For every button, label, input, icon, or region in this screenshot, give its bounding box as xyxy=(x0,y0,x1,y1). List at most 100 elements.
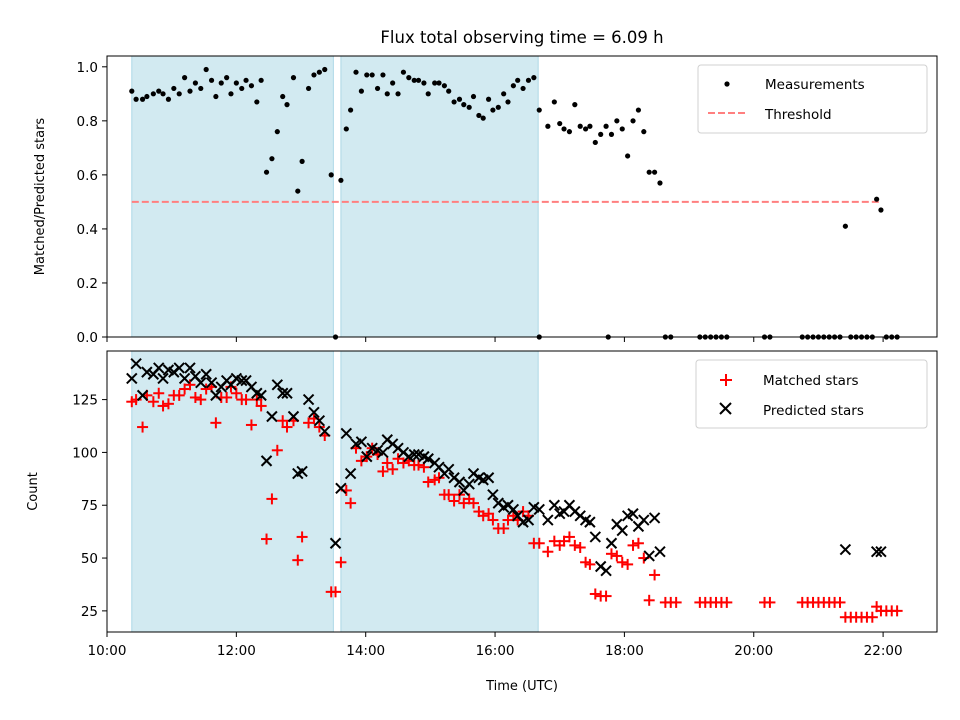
top-legend-frame xyxy=(697,64,928,134)
bottom-axes-frame xyxy=(106,350,938,633)
measurement-point xyxy=(531,75,537,81)
matched-point xyxy=(271,444,283,456)
measurement-point xyxy=(165,96,172,102)
predicted-point-b xyxy=(473,472,485,484)
matched-point xyxy=(345,497,357,509)
matched-point xyxy=(261,533,273,545)
measurement-point xyxy=(592,139,598,146)
measurement-point xyxy=(284,102,290,108)
predicted-point-b xyxy=(308,406,320,418)
predicted-point-b xyxy=(648,512,661,524)
measurement-point xyxy=(878,207,884,213)
measurement-point xyxy=(156,88,162,94)
predicted-point-b xyxy=(579,514,592,526)
x-axis-label: Time (UTC) xyxy=(485,679,558,694)
predicted-point-b xyxy=(507,503,520,516)
measurement-point xyxy=(133,96,139,102)
measurement-point xyxy=(641,129,647,135)
bottom-x-ticks: 10:00 12:00 14:00 16:00 18:00 20:00 22:00 xyxy=(88,632,903,659)
measurement-point xyxy=(395,91,401,97)
measurement-point xyxy=(243,77,249,83)
matched-point xyxy=(627,539,639,551)
y-tick-label: 50 xyxy=(81,551,98,567)
predicted-point-b xyxy=(638,514,650,526)
measurement-point xyxy=(657,180,663,186)
matched-point xyxy=(477,510,489,522)
predicted-point xyxy=(184,362,196,374)
predicted-point xyxy=(157,372,169,385)
predicted-point xyxy=(507,503,520,516)
predicted-point-b xyxy=(296,465,308,478)
measurement-point xyxy=(461,102,467,108)
predicted-point-b xyxy=(319,425,331,437)
y-tick-label: 1.0 xyxy=(77,60,98,76)
matched-point xyxy=(184,379,196,391)
top-shaded-intervals xyxy=(131,55,539,338)
measurement-point xyxy=(874,196,880,202)
measurement-point xyxy=(436,80,442,86)
top-axes-frame xyxy=(106,55,938,338)
measurement-point xyxy=(625,153,631,159)
y-tick-label: 0.6 xyxy=(77,168,98,184)
predicted-point xyxy=(442,463,455,476)
predicted-point-b xyxy=(230,372,243,385)
predicted-point xyxy=(308,406,320,418)
measurement-point xyxy=(619,126,625,132)
measurement-point xyxy=(635,107,642,113)
measurement-point xyxy=(476,112,482,119)
shaded-interval xyxy=(131,350,334,633)
predicted-point xyxy=(173,362,185,374)
measurement-point xyxy=(495,104,501,110)
measurement-point xyxy=(364,72,370,78)
predicted-point-b xyxy=(433,461,445,473)
predicted-point-b xyxy=(210,389,222,402)
predicted-point-b xyxy=(522,514,535,526)
matched-point xyxy=(137,421,149,433)
measurement-point xyxy=(572,102,578,108)
predicted-point xyxy=(340,427,353,440)
predicted-point xyxy=(453,476,466,488)
measurement-point xyxy=(425,91,431,97)
measurement-point xyxy=(353,69,359,75)
matched-point xyxy=(225,381,237,393)
predicted-point-b xyxy=(141,366,153,378)
y-tick-label: 0.8 xyxy=(77,114,98,130)
matched-point xyxy=(221,391,233,403)
matched-point xyxy=(891,605,903,617)
predicted-point xyxy=(482,472,495,484)
matched-point xyxy=(589,588,601,600)
predicted-point-b xyxy=(329,537,342,549)
measurement-point xyxy=(470,93,477,100)
matched-point xyxy=(600,590,612,602)
bottom-panel: 10:00 12:00 14:00 16:00 18:00 20:00 22:00 25 50… xyxy=(26,350,938,694)
predicted-point-b xyxy=(200,368,212,380)
measurement-point xyxy=(587,123,593,129)
matched-point xyxy=(387,463,399,475)
predicted-point xyxy=(487,488,499,501)
measurement-point xyxy=(218,80,224,86)
predicted-point-b xyxy=(335,482,347,495)
matched-point xyxy=(533,537,545,549)
predicted-point-b xyxy=(162,364,175,376)
matched-point xyxy=(721,596,733,608)
predicted-point-b xyxy=(236,374,248,387)
matched-point xyxy=(240,394,252,406)
predicted-point-b xyxy=(287,410,300,423)
measurement-point xyxy=(561,126,567,132)
predicted-point-b xyxy=(281,387,293,399)
measurement-point xyxy=(557,120,563,127)
measurement-point xyxy=(490,107,496,113)
bottom-legend-frame xyxy=(695,359,928,429)
predicted-point-b xyxy=(542,514,554,526)
y-tick-label: 25 xyxy=(81,604,98,620)
measurement-point xyxy=(456,96,463,102)
predicted-point xyxy=(605,537,618,549)
measurement-point xyxy=(451,99,457,105)
predicted-point xyxy=(344,467,357,480)
x-tick-label: 22:00 xyxy=(864,643,903,659)
matched-point xyxy=(130,394,142,406)
predicted-point xyxy=(648,512,661,524)
measurement-point xyxy=(525,77,532,83)
predicted-point-b xyxy=(245,381,258,393)
